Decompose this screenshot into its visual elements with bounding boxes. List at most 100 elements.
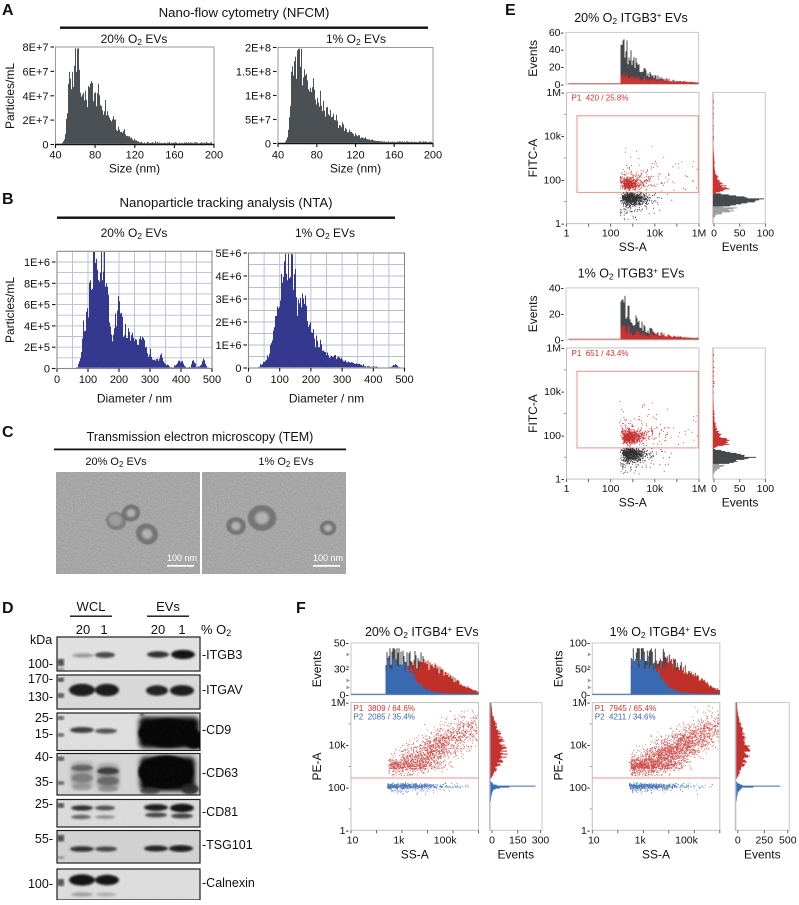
svg-text:100: 100: [271, 374, 289, 386]
svg-text:10k-: 10k-: [570, 740, 591, 752]
svg-text:1k: 1k: [393, 834, 405, 846]
svg-text:10k-: 10k-: [329, 740, 350, 752]
svg-text:Diameter / nm: Diameter / nm: [289, 392, 364, 406]
svg-text:Events: Events: [722, 496, 759, 510]
svg-text:120: 120: [126, 150, 144, 162]
svg-text:10: 10: [347, 834, 359, 846]
svg-text:FITC-A: FITC-A: [526, 139, 540, 178]
svg-text:Diameter / nm: Diameter / nm: [97, 392, 172, 406]
svg-text:160: 160: [165, 150, 183, 162]
svg-text:0: 0: [44, 364, 50, 376]
svg-text:80: 80: [89, 150, 101, 162]
svg-text:1: 1: [564, 483, 570, 495]
svg-text:25-: 25-: [35, 711, 53, 725]
svg-text:0: 0: [245, 374, 251, 386]
svg-text:P2 2085 / 35.4%: P2 2085 / 35.4%: [354, 713, 415, 722]
svg-text:130-: 130-: [28, 690, 53, 704]
svg-text:8E+7: 8E+7: [23, 42, 49, 54]
svg-text:1.5E+8: 1.5E+8: [236, 67, 271, 79]
svg-text:2E+8: 2E+8: [245, 43, 271, 55]
svg-text:D: D: [2, 600, 14, 617]
svg-text:150: 150: [509, 834, 527, 846]
svg-text:300: 300: [532, 834, 550, 846]
svg-text:100k: 100k: [675, 834, 699, 846]
svg-text:10k: 10k: [646, 483, 664, 495]
svg-text:10: 10: [588, 834, 600, 846]
svg-text:PE-A: PE-A: [551, 752, 565, 780]
svg-text:10k: 10k: [646, 228, 664, 240]
svg-text:30-: 30-: [334, 663, 350, 675]
svg-text:Particles/mL: Particles/mL: [3, 277, 17, 343]
svg-text:20: 20: [151, 622, 165, 637]
svg-text:P1 7945 / 65.4%: P1 7945 / 65.4%: [595, 704, 656, 713]
svg-text:Size (nm): Size (nm): [330, 162, 381, 176]
svg-text:4E+7: 4E+7: [23, 91, 49, 103]
svg-text:Nano-flow cytometry (NFCM): Nano-flow cytometry (NFCM): [159, 5, 330, 20]
svg-text:EVs: EVs: [156, 599, 180, 614]
svg-text:100-: 100-: [28, 657, 53, 671]
svg-text:0-: 0-: [555, 79, 565, 91]
svg-text:P1 651 / 43.4%: P1 651 / 43.4%: [572, 349, 629, 358]
svg-text:500: 500: [779, 834, 797, 846]
svg-text:PE-A: PE-A: [310, 752, 324, 780]
svg-text:2E+7: 2E+7: [23, 115, 49, 127]
svg-text:20-: 20-: [549, 62, 565, 74]
svg-text:250: 250: [756, 834, 774, 846]
svg-text:1-: 1-: [555, 218, 565, 230]
svg-text:Particles/mL: Particles/mL: [3, 63, 17, 129]
svg-text:Events: Events: [744, 847, 781, 861]
svg-text:40-: 40-: [35, 750, 53, 764]
svg-text:-CD63: -CD63: [202, 766, 238, 780]
svg-text:1% O2 ITGB4+ EVs: 1% O2 ITGB4+ EVs: [610, 625, 717, 640]
svg-text:500: 500: [203, 374, 221, 386]
svg-text:1% O2 EVs: 1% O2 EVs: [326, 32, 386, 47]
svg-text:35-: 35-: [35, 775, 53, 789]
svg-text:Events: Events: [551, 651, 565, 688]
svg-text:SS-A: SS-A: [642, 847, 670, 861]
svg-text:20% O2 EVs: 20% O2 EVs: [85, 456, 147, 469]
svg-text:Events: Events: [526, 40, 540, 77]
svg-text:200: 200: [205, 150, 223, 162]
svg-text:20% O2 ITGB4+ EVs: 20% O2 ITGB4+ EVs: [365, 625, 479, 640]
svg-text:1: 1: [178, 622, 185, 637]
svg-text:100-: 100-: [28, 877, 53, 891]
svg-text:0: 0: [265, 139, 271, 151]
svg-text:1: 1: [564, 228, 570, 240]
svg-text:50: 50: [734, 483, 746, 495]
svg-text:P1 420 / 25.8%: P1 420 / 25.8%: [572, 94, 629, 103]
svg-text:6E+7: 6E+7: [23, 66, 49, 78]
svg-text:8E+5: 8E+5: [24, 278, 50, 290]
svg-text:100-: 100-: [569, 638, 591, 650]
svg-text:1: 1: [100, 622, 107, 637]
svg-text:0: 0: [711, 483, 717, 495]
svg-text:100: 100: [602, 483, 620, 495]
svg-text:40: 40: [272, 150, 284, 162]
svg-text:200: 200: [302, 374, 320, 386]
svg-text:50-: 50-: [334, 638, 350, 650]
svg-text:40-: 40-: [549, 282, 565, 294]
svg-text:A: A: [2, 2, 14, 19]
svg-text:80: 80: [311, 150, 323, 162]
svg-text:3E+6: 3E+6: [216, 294, 242, 306]
svg-text:120: 120: [346, 150, 364, 162]
svg-text:160: 160: [385, 150, 403, 162]
svg-text:E: E: [505, 2, 516, 19]
svg-text:1M: 1M: [692, 228, 707, 240]
svg-text:20-: 20-: [549, 308, 565, 320]
svg-text:5E+7: 5E+7: [245, 115, 271, 127]
svg-text:Events: Events: [497, 847, 534, 861]
svg-text:1% O2 EVs: 1% O2 EVs: [258, 456, 314, 469]
svg-text:6E+5: 6E+5: [24, 300, 50, 312]
svg-text:1-: 1-: [581, 825, 591, 837]
svg-text:1M-: 1M-: [546, 342, 565, 354]
svg-text:55-: 55-: [35, 832, 53, 846]
svg-text:100-: 100-: [543, 174, 565, 186]
svg-text:200: 200: [424, 150, 442, 162]
svg-text:200: 200: [110, 374, 128, 386]
svg-text:10k-: 10k-: [544, 386, 565, 398]
svg-text:400: 400: [172, 374, 190, 386]
svg-text:0: 0: [54, 374, 60, 386]
svg-text:1-: 1-: [555, 474, 565, 486]
svg-text:20% O2 EVs: 20% O2 EVs: [101, 226, 168, 241]
svg-text:0-: 0-: [340, 689, 350, 701]
